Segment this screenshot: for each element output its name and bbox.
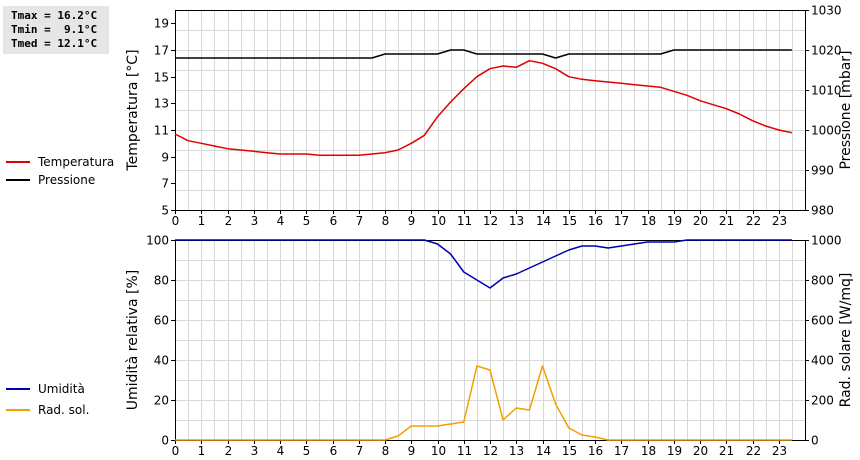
y-tick-label-right: 990 (811, 164, 834, 178)
y-tick-label-right: 800 (811, 274, 834, 288)
x-tick-label: 19 (667, 214, 682, 228)
y-tick-label-left: 7 (161, 177, 169, 191)
y-tick-label-right: 1030 (811, 4, 842, 18)
y-tick-label-right: 1000 (811, 124, 842, 138)
x-tick-label: 21 (719, 444, 734, 458)
x-tick-label: 3 (251, 444, 259, 458)
y-tick-label-left: 20 (154, 394, 169, 408)
y-tick-label-left: 5 (161, 204, 169, 218)
y-tick-label-right: 1010 (811, 84, 842, 98)
series-line-umidit (175, 239, 792, 289)
x-tick-label: 12 (483, 214, 498, 228)
y-tick-label-left: 100 (146, 234, 169, 248)
x-tick-label: 23 (772, 214, 787, 228)
y-tick-label-right: 0 (811, 434, 819, 448)
legend-label: Pressione (38, 173, 95, 187)
x-tick-label: 8 (382, 444, 390, 458)
stats-tmax: Tmax = 16.2°C (11, 9, 98, 22)
x-tick-label: 5 (303, 444, 311, 458)
x-tick-label: 21 (719, 214, 734, 228)
legend-label: Rad. sol. (38, 403, 89, 417)
x-tick-label: 0 (172, 444, 180, 458)
y-tick-label-right: 980 (811, 204, 834, 218)
y-axis-label-left: Umidità relativa [%] (125, 270, 141, 411)
x-tick-label: 20 (693, 444, 708, 458)
y-tick-label-left: 13 (154, 97, 169, 111)
x-tick-label: 19 (667, 444, 682, 458)
x-tick-label: 0 (172, 214, 180, 228)
x-tick-label: 18 (641, 444, 656, 458)
x-tick-label: 9 (408, 214, 416, 228)
x-tick-label: 16 (588, 444, 603, 458)
x-tick-label: 8 (382, 214, 390, 228)
x-tick-label: 20 (693, 214, 708, 228)
y-tick-label-right: 200 (811, 394, 834, 408)
series-line-pressione (175, 49, 792, 59)
x-tick-label: 3 (251, 214, 259, 228)
x-tick-label: 2 (225, 444, 233, 458)
y-tick-label-left: 80 (154, 274, 169, 288)
x-tick-label: 1 (198, 214, 206, 228)
y-axis-label-left: Temperatura [°C] (125, 49, 141, 171)
x-tick-label: 13 (509, 214, 524, 228)
y-tick-label-left: 40 (154, 354, 169, 368)
legend-top: Temperatura Pressione (6, 155, 114, 187)
x-tick-label: 11 (457, 214, 472, 228)
x-tick-label: 17 (614, 214, 629, 228)
y-tick-label-left: 0 (161, 434, 169, 448)
legend-label: Temperatura (37, 155, 114, 169)
y-tick-label-right: 600 (811, 314, 834, 328)
x-tick-label: 6 (330, 444, 338, 458)
x-tick-label: 15 (562, 444, 577, 458)
y-axis-label-right: Rad. solare [W/mq] (838, 273, 854, 408)
legend-label: Umidità (38, 382, 85, 396)
y-tick-label-left: 60 (154, 314, 169, 328)
x-tick-label: 13 (509, 444, 524, 458)
x-tick-label: 23 (772, 444, 787, 458)
y-tick-label-right: 400 (811, 354, 834, 368)
y-tick-label-left: 9 (161, 151, 169, 165)
legend-bottom: Umidità Rad. sol. (6, 382, 89, 417)
x-tick-label: 15 (562, 214, 577, 228)
y-tick-label-left: 15 (154, 71, 169, 85)
x-tick-label: 2 (225, 214, 233, 228)
x-tick-label: 16 (588, 214, 603, 228)
x-tick-label: 4 (277, 444, 285, 458)
y-tick-label-left: 19 (154, 17, 169, 31)
x-tick-label: 17 (614, 444, 629, 458)
y-tick-label-right: 1020 (811, 44, 842, 58)
series-line-temperatura (174, 59, 793, 157)
x-tick-label: 12 (483, 444, 498, 458)
x-tick-label: 9 (408, 444, 416, 458)
x-tick-label: 11 (457, 444, 472, 458)
x-tick-label: 18 (641, 214, 656, 228)
humidity-radiation-chart: 0 1 2 3 4 5 6 7 8 9 10 11 12 13 14 15 16 17 18 19 20 21 22 2302… (125, 234, 854, 459)
y-tick-label-right: 1000 (811, 234, 842, 248)
y-axis-label-right: Pressione [mbar] (838, 50, 854, 169)
y-tick-label-left: 11 (154, 124, 169, 138)
stats-tmed: Tmed = 12.1°C (11, 37, 98, 50)
temperature-pressure-chart: 0 1 2 3 4 5 6 7 8 9 10 11 12 13 14 15 16 17 18 19 20 21 22 2357… (125, 4, 854, 229)
x-tick-label: 5 (303, 214, 311, 228)
x-tick-label: 22 (746, 214, 761, 228)
y-tick-label-left: 17 (154, 44, 169, 58)
x-tick-label: 22 (746, 444, 761, 458)
stats-box: Tmax = 16.2°C Tmin = 9.1°C Tmed = 12.1°C (3, 6, 109, 54)
x-tick-label: 4 (277, 214, 285, 228)
x-tick-label: 7 (356, 214, 364, 228)
x-tick-label: 10 (431, 444, 446, 458)
x-tick-label: 10 (431, 214, 446, 228)
x-tick-label: 6 (330, 214, 338, 228)
x-tick-label: 1 (198, 444, 206, 458)
x-tick-label: 14 (536, 444, 551, 458)
stats-tmin: Tmin = 9.1°C (11, 23, 98, 36)
x-tick-label: 7 (356, 444, 364, 458)
series-line-rad-sol (175, 365, 792, 441)
x-tick-label: 14 (536, 214, 551, 228)
